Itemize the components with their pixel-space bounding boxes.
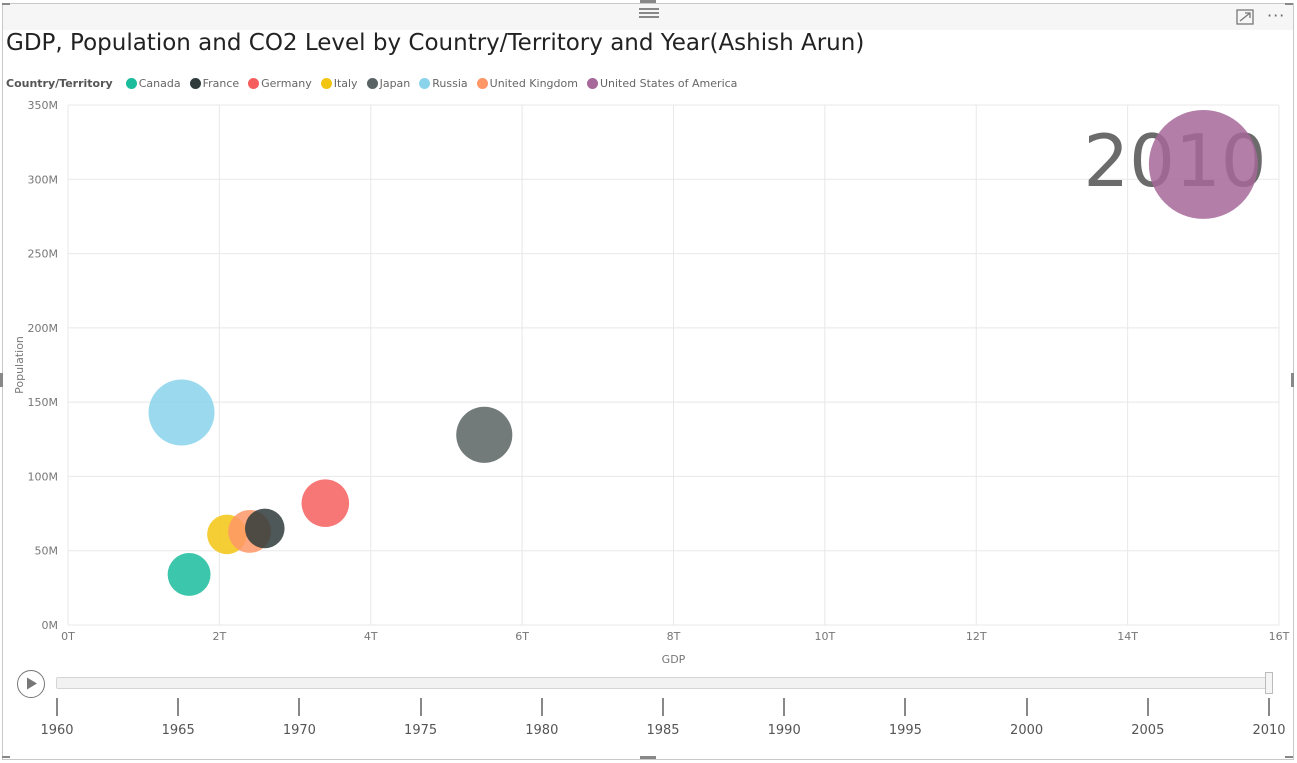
x-tick-label: 6T <box>515 630 529 643</box>
play-axis-tick <box>56 698 58 716</box>
legend-title: Country/Territory <box>6 76 113 90</box>
y-tick-label: 350M <box>28 99 59 112</box>
y-tick-label: 50M <box>35 545 59 558</box>
legend-label: United Kingdom <box>489 76 578 90</box>
legend-marker <box>586 77 598 89</box>
play-axis-tick <box>1025 698 1028 716</box>
play-axis-year-label: 1995 <box>888 723 922 738</box>
legend-label: France <box>202 76 240 90</box>
legend-label: Canada <box>138 76 181 90</box>
bubble-united-states-of-america[interactable] <box>1148 109 1258 219</box>
play-axis-year-label: 2000 <box>1010 723 1044 738</box>
more-options-icon[interactable]: ··· <box>1267 6 1286 25</box>
legend-item-japan[interactable]: Japan <box>366 76 411 90</box>
legend-label: United States of America <box>599 76 738 90</box>
legend-label: Japan <box>379 76 411 90</box>
legend-marker <box>248 77 260 89</box>
play-axis-tick <box>783 698 786 716</box>
play-axis-year-label: 1985 <box>646 723 680 738</box>
bubble-japan[interactable] <box>456 406 513 463</box>
legend-marker <box>189 77 201 89</box>
drag-grip-icon[interactable] <box>639 6 659 20</box>
play-axis-year-label: 1990 <box>767 723 801 738</box>
legend-marker <box>125 77 137 89</box>
play-button[interactable] <box>17 670 45 698</box>
bubble-canada[interactable] <box>167 553 211 596</box>
play-axis-year-label: 1965 <box>161 723 195 738</box>
x-tick-label: 8T <box>667 630 681 643</box>
resize-handle-top[interactable] <box>640 0 656 3</box>
x-axis-title: GDP <box>662 653 686 666</box>
legend-item-france[interactable]: France <box>189 76 240 90</box>
legend-item-germany[interactable]: Germany <box>248 77 312 90</box>
legend-label: Italy <box>333 76 358 90</box>
y-tick-label: 200M <box>28 322 59 335</box>
x-tick-label: 0T <box>61 630 75 643</box>
x-tick-label: 4T <box>364 630 378 643</box>
visual-container: ··· <box>2 3 1294 760</box>
resize-corner-top-left[interactable] <box>2 3 10 5</box>
x-tick-label: 16T <box>1269 630 1290 643</box>
play-axis-slider[interactable] <box>56 677 1270 689</box>
legend-label: Russia <box>432 76 468 90</box>
resize-corner-bottom-right[interactable] <box>1285 756 1293 758</box>
focus-mode-icon[interactable] <box>1236 9 1254 25</box>
x-tick-label: 2T <box>213 630 227 643</box>
y-tick-label: 100M <box>28 470 59 483</box>
legend-item-italy[interactable]: Italy <box>320 76 358 90</box>
legend-item-russia[interactable]: Russia <box>419 76 468 90</box>
resize-handle-right[interactable] <box>1291 373 1294 387</box>
y-tick-label: 150M <box>28 396 59 409</box>
legend-item-united-states-of-america[interactable]: United States of America <box>586 76 738 90</box>
x-tick-label: 10T <box>815 630 836 643</box>
legend-marker <box>320 77 332 89</box>
bubble-russia[interactable] <box>148 379 215 446</box>
legend-item-canada[interactable]: Canada <box>125 76 181 90</box>
resize-corner-top-right[interactable] <box>1285 3 1293 5</box>
play-axis-year-label: 1980 <box>525 723 559 738</box>
legend: Country/Territory Canada France Germany Ita… <box>6 74 746 92</box>
resize-corner-bottom-left[interactable] <box>2 756 10 758</box>
play-axis-year-label: 1970 <box>282 723 316 738</box>
y-tick-label: 300M <box>28 173 59 186</box>
play-axis-tick <box>177 698 180 716</box>
play-axis-tick <box>904 698 907 716</box>
legend-marker <box>476 77 488 89</box>
play-axis-tick <box>298 698 301 716</box>
legend-label: Germany <box>261 76 312 90</box>
legend-marker <box>366 77 378 89</box>
legend-item-united-kingdom[interactable]: United Kingdom <box>476 76 578 90</box>
resize-handle-bottom[interactable] <box>640 756 656 759</box>
y-tick-label: 0M <box>42 619 59 632</box>
play-axis-tick <box>1146 698 1149 716</box>
bubble-france[interactable] <box>244 508 285 549</box>
play-axis-thumb[interactable] <box>1265 672 1273 694</box>
chart-title: GDP, Population and CO2 Level by Country… <box>6 30 865 56</box>
play-axis-year-label: 2010 <box>1252 723 1286 738</box>
y-tick-label: 250M <box>28 248 59 261</box>
play-axis-tick <box>419 698 422 716</box>
x-tick-label: 12T <box>966 630 987 643</box>
play-axis-year-label: 2005 <box>1131 723 1165 738</box>
play-axis-year-label: 1975 <box>404 723 438 738</box>
y-axis-title: Population <box>13 336 26 394</box>
play-axis-year-label: 1960 <box>40 723 74 738</box>
play-axis-tick <box>540 698 543 716</box>
legend-marker <box>419 77 431 89</box>
resize-handle-left[interactable] <box>0 373 3 387</box>
bubble-germany[interactable] <box>301 479 350 527</box>
play-axis-tick <box>1268 698 1270 716</box>
play-axis-tick <box>662 698 664 716</box>
play-icon <box>27 677 37 690</box>
x-tick-label: 14T <box>1117 630 1138 643</box>
